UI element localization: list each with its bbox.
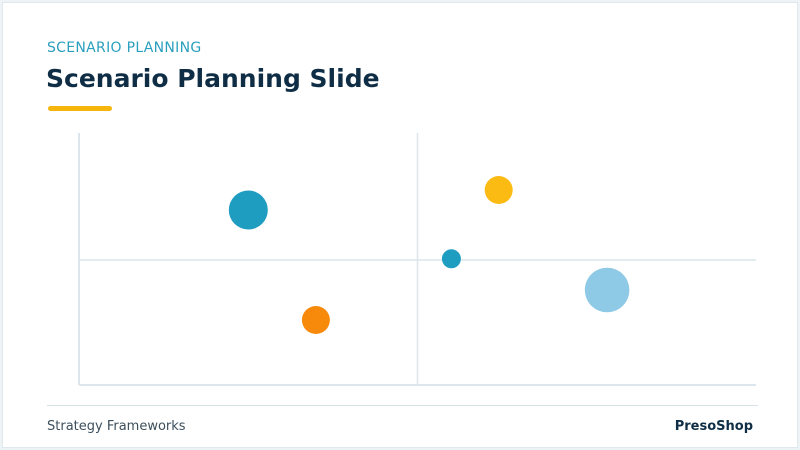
bubble-1: [228, 190, 268, 230]
bubble-4: [584, 267, 630, 313]
slide-eyebrow: SCENARIO PLANNING: [47, 40, 202, 56]
slide-title: Scenario Planning Slide: [46, 64, 380, 93]
bubble-layer: [228, 176, 630, 334]
bubble-3: [441, 249, 461, 269]
bubble-5: [301, 306, 330, 334]
footer-divider: [47, 405, 758, 406]
title-accent-bar: [48, 106, 112, 111]
bubble-2: [484, 176, 513, 204]
footer-category: Strategy Frameworks: [47, 419, 186, 434]
footer-brand: PresoShop: [674, 419, 753, 434]
scenario-bubble-chart: [78, 133, 756, 386]
